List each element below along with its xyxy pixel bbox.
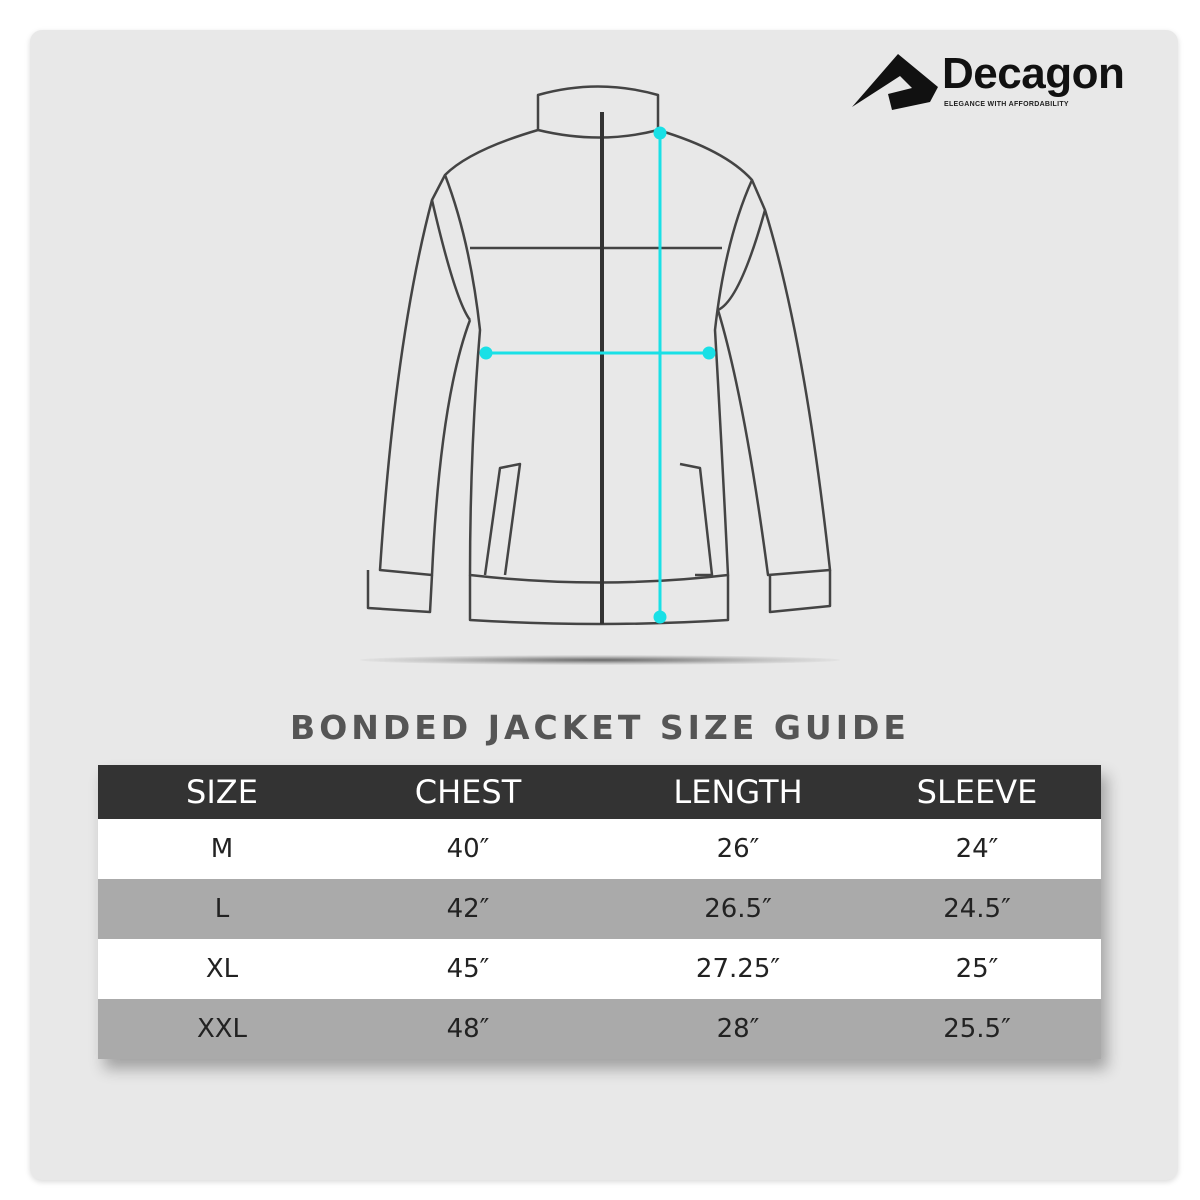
size-table: SIZE CHEST LENGTH SLEEVE M 40″ 26″ 24″ L… [98,765,1101,1059]
cell-sleeve: 24.5″ [943,894,1011,924]
length-measure-line [653,126,667,624]
cell-sleeve: 24″ [955,834,999,864]
cell-size: L [214,894,230,924]
header-size: SIZE [186,773,258,811]
page-title: BONDED JACKET SIZE GUIDE [290,708,910,747]
jacket-illustration [366,85,832,626]
header-length: LENGTH [673,773,803,811]
cell-chest: 45″ [446,954,490,984]
table-row: XL 45″ 27.25″ 25″ [98,939,1101,999]
table-header-row: SIZE CHEST LENGTH SLEEVE [98,765,1101,819]
brand-name: Decagon [942,49,1125,98]
cell-size: XXL [196,1014,248,1044]
jacket-shadow [360,655,840,665]
cell-length: 26.5″ [704,894,772,924]
header-sleeve: SLEEVE [916,773,1038,811]
cell-chest: 40″ [446,834,490,864]
cell-size: XL [205,954,239,984]
cell-length: 26″ [716,834,760,864]
cell-size: M [210,834,234,864]
cell-length: 28″ [716,1014,760,1044]
cell-chest: 48″ [446,1014,490,1044]
cell-sleeve: 25″ [955,954,999,984]
chest-measure-line [479,346,716,360]
table-row: L 42″ 26.5″ 24.5″ [98,879,1101,939]
decagon-logo-icon [852,54,938,110]
table-row: M 40″ 26″ 24″ [98,819,1101,879]
cell-sleeve: 25.5″ [943,1014,1011,1044]
brand-tagline: ELEGANCE WITH AFFORDABILITY [944,101,1069,108]
table-row: XXL 48″ 28″ 25.5″ [98,999,1101,1059]
cell-chest: 42″ [446,894,490,924]
cell-length: 27.25″ [695,954,781,984]
brand-logo: Decagon ELEGANCE WITH AFFORDABILITY [850,52,1170,114]
header-chest: CHEST [414,773,522,811]
